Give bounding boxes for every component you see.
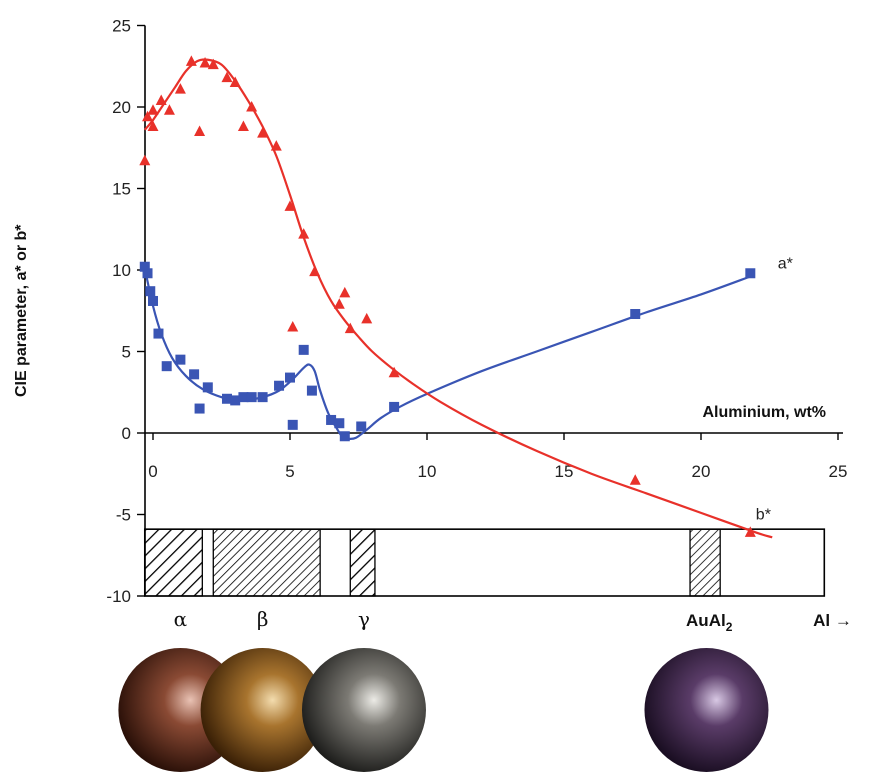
x-tick-label: 10 (418, 462, 437, 481)
point-b-star (246, 101, 258, 112)
point-b-star (339, 286, 351, 298)
y-tick-label: -10 (106, 587, 131, 606)
point-b-star (199, 56, 211, 68)
point-a-star (139, 261, 150, 272)
y-axis-title: CIE parameter, a* or b* (13, 224, 30, 397)
colour-swatches (118, 648, 769, 772)
point-b-star (237, 120, 249, 132)
x-tick-label: 25 (829, 462, 848, 481)
point-a-star (356, 421, 367, 432)
point-b-star (257, 127, 269, 138)
point-b-star (229, 76, 241, 88)
point-a-star (145, 286, 156, 297)
axes: -10 -5 0 5 10 15 20 25 0 5 10 15 20 25 (106, 17, 847, 607)
point-a-star (326, 414, 337, 425)
point-b-star (344, 322, 356, 334)
point-a-star (221, 393, 232, 404)
point-b-star (309, 265, 321, 277)
point-a-star (238, 392, 249, 403)
point-b-star (270, 140, 282, 151)
x-tick-label: 15 (555, 462, 574, 481)
y-tick-label: 5 (122, 343, 131, 362)
phase-label: γ (358, 607, 370, 631)
point-a-star (161, 361, 172, 372)
phase-region (689, 528, 721, 597)
phase-bar (143, 528, 826, 597)
point-a-star (745, 268, 756, 279)
phase-label: Al → (813, 611, 852, 630)
point-b-star (629, 474, 641, 485)
phase-region (212, 528, 321, 597)
point-a-star (389, 401, 400, 412)
series-label-a-star: a* (778, 255, 793, 272)
point-b-star (744, 526, 756, 537)
point-b-star (284, 200, 296, 211)
point-b-star (298, 228, 310, 239)
point-a-star (298, 344, 309, 355)
point-a-star (287, 419, 298, 430)
point-a-star (148, 295, 158, 306)
point-b-star (333, 298, 345, 309)
chart-labels: Aluminium, wt% CIE parameter, a* or b* α β γ… (13, 224, 852, 634)
curve-a-star (143, 268, 751, 441)
data-markers (139, 55, 756, 537)
point-b-star (147, 104, 159, 115)
y-tick-label: -5 (116, 506, 131, 525)
point-b-star (388, 366, 400, 378)
phase-region (349, 528, 376, 597)
point-a-star (175, 354, 186, 365)
point-b-star (174, 83, 186, 94)
fit-curves (143, 58, 773, 539)
x-tick-label: 5 (285, 462, 294, 481)
point-a-star (202, 382, 213, 393)
alloy-swatch (301, 648, 426, 772)
phase-label: AuAl2 (686, 611, 733, 634)
point-b-star (163, 104, 175, 115)
y-tick-label: 15 (112, 180, 131, 199)
phase-label: β (257, 607, 269, 631)
point-a-star (257, 392, 268, 403)
point-a-star (630, 309, 641, 320)
series-label-b-star: b* (756, 506, 771, 523)
curve-b-star (143, 58, 773, 539)
point-a-star (274, 380, 285, 391)
x-tick-label: 20 (692, 462, 711, 481)
point-a-star (246, 392, 257, 403)
point-b-star (142, 110, 154, 122)
point-a-star (306, 385, 317, 396)
y-tick-label: 20 (112, 98, 131, 117)
phase-region (144, 528, 203, 597)
point-b-star (287, 321, 299, 332)
point-a-star (285, 372, 295, 383)
point-a-star (153, 328, 164, 339)
point-a-star (230, 395, 241, 406)
alloy-swatch (644, 648, 769, 772)
phase-label: α (174, 607, 188, 631)
point-b-star (194, 125, 206, 136)
point-a-star (142, 268, 153, 279)
y-tick-label: 10 (112, 261, 131, 280)
point-a-star (194, 403, 205, 414)
point-b-star (221, 71, 233, 83)
point-b-star (361, 312, 373, 324)
alloy-swatch (200, 648, 325, 772)
point-a-star (189, 369, 200, 380)
point-a-star (334, 418, 345, 429)
point-b-star (147, 120, 159, 132)
point-b-star (207, 58, 219, 70)
y-tick-label: 0 (122, 424, 131, 443)
point-b-star (155, 94, 167, 105)
y-tick-label: 25 (112, 17, 131, 36)
point-a-star (339, 431, 350, 442)
point-b-star (185, 55, 197, 66)
point-b-star (139, 154, 151, 166)
x-tick-label: 0 (148, 462, 157, 481)
x-axis-title: Aluminium, wt% (702, 404, 826, 421)
